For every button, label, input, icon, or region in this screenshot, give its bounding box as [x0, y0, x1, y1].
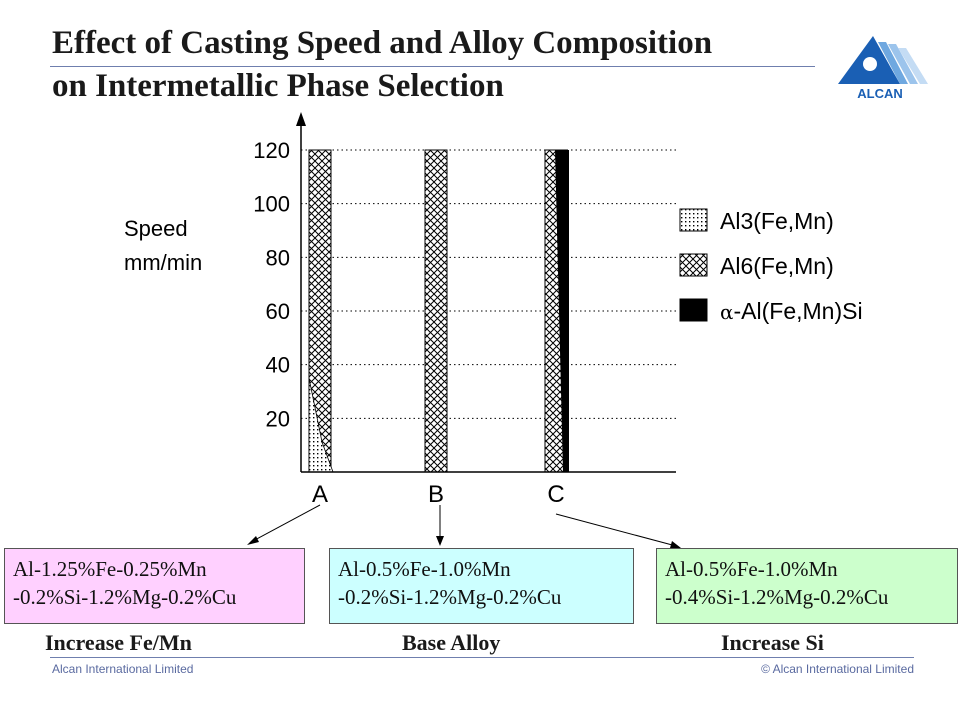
x-tick-labels: A B C — [312, 481, 565, 508]
caption-increase-si: Increase Si — [721, 630, 824, 655]
bar-B-al6 — [424, 149, 448, 473]
legend: Al3(Fe,Mn) Al6(Fe,Mn) α-Al(Fe,Mn)Si — [679, 208, 863, 324]
logo-triangle-icon — [838, 36, 928, 84]
y-tick-20: 20 — [266, 406, 290, 431]
y-tick-120: 120 — [253, 138, 290, 163]
bar-group — [308, 149, 569, 473]
y-axis — [296, 112, 306, 472]
x-tick-B: B — [428, 481, 444, 508]
caption-increase-fe-mn: Increase Fe/Mn — [45, 630, 192, 655]
y-tick-100: 100 — [253, 192, 290, 217]
legend-item-2: Al6(Fe,Mn) — [679, 253, 834, 279]
x-tick-C: C — [547, 481, 564, 508]
alloy-box-c: Al-0.5%Fe-1.0%Mn -0.4%Si-1.2%Mg-0.2%Cu — [656, 548, 958, 624]
alloy-box-a: Al-1.25%Fe-0.25%Mn -0.2%Si-1.2%Mg-0.2%Cu — [4, 548, 305, 624]
legend-label-2: Al6(Fe,Mn) — [720, 253, 834, 279]
bar-A — [308, 149, 334, 473]
footer-right: © Alcan International Limited — [761, 662, 914, 676]
alloy-b-line-1: Al-0.5%Fe-1.0%Mn — [338, 557, 511, 581]
alloy-box-b: Al-0.5%Fe-1.0%Mn -0.2%Si-1.2%Mg-0.2%Cu — [329, 548, 634, 624]
legend-swatch-2 — [679, 253, 708, 277]
y-axis-label-1: Speed — [124, 216, 188, 241]
alloy-a-line-2: -0.2%Si-1.2%Mg-0.2%Cu — [13, 585, 237, 609]
connector-arrows — [247, 504, 681, 548]
page-title: Effect of Casting Speed and Alloy Compos… — [52, 22, 812, 108]
legend-item-3: α-Al(Fe,Mn)Si — [679, 298, 863, 324]
legend-item-1: Al3(Fe,Mn) — [679, 208, 834, 234]
footer-divider — [50, 657, 914, 658]
alloy-b-line-2: -0.2%Si-1.2%Mg-0.2%Cu — [338, 585, 562, 609]
bar-C-alpha — [555, 150, 569, 472]
y-axis-label-2: mm/min — [124, 250, 202, 275]
y-tick-60: 60 — [266, 299, 290, 324]
y-tick-80: 80 — [266, 245, 290, 270]
legend-swatch-3 — [679, 298, 708, 322]
alcan-logo: ALCAN — [838, 36, 928, 101]
legend-label-1: Al3(Fe,Mn) — [720, 208, 834, 234]
logo-text: ALCAN — [857, 86, 903, 101]
alloy-c-line-1: Al-0.5%Fe-1.0%Mn — [665, 557, 838, 581]
legend-label-3: α-Al(Fe,Mn)Si — [720, 298, 863, 324]
caption-base-alloy: Base Alloy — [402, 630, 501, 655]
alloy-a-line-1: Al-1.25%Fe-0.25%Mn — [13, 557, 207, 581]
y-tick-labels: 20 40 60 80 100 120 — [253, 138, 290, 431]
title-line-1: Effect of Casting Speed and Alloy Compos… — [52, 25, 713, 61]
alloy-c-line-2: -0.4%Si-1.2%Mg-0.2%Cu — [665, 585, 889, 609]
title-divider — [50, 66, 815, 67]
bar-C — [544, 149, 569, 473]
footer-left: Alcan International Limited — [52, 662, 194, 676]
grid-lines — [301, 149, 676, 419]
x-tick-A: A — [312, 481, 328, 508]
legend-swatch-1 — [679, 208, 708, 232]
bar-B — [424, 149, 448, 473]
title-line-2: on Intermetallic Phase Selection — [52, 68, 504, 104]
y-tick-40: 40 — [266, 353, 290, 378]
